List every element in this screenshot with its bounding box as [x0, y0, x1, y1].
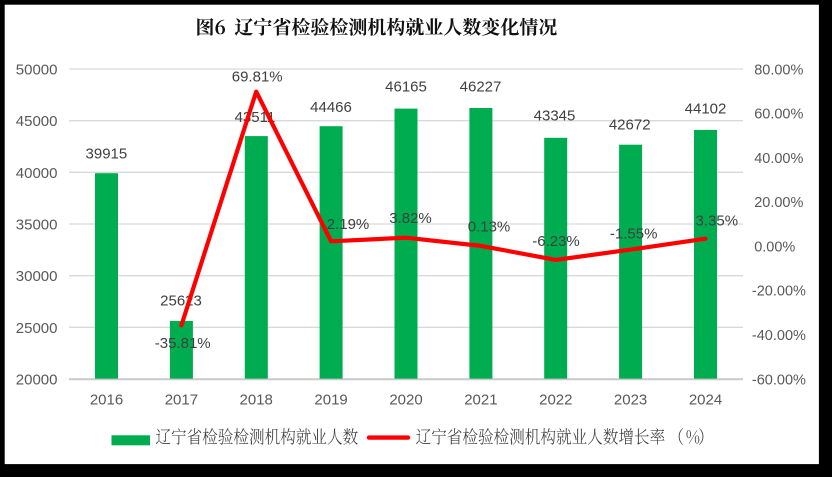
svg-text:25000: 25000 — [16, 320, 58, 337]
svg-text:42672: 42672 — [609, 116, 651, 133]
svg-text:50000: 50000 — [16, 62, 58, 79]
svg-text:39915: 39915 — [86, 146, 128, 163]
svg-text:20.00%: 20.00% — [754, 195, 803, 211]
svg-text:35000: 35000 — [16, 217, 58, 234]
svg-text:44102: 44102 — [685, 101, 727, 118]
svg-text:60.00%: 60.00% — [754, 107, 803, 123]
svg-text:80.00%: 80.00% — [754, 62, 803, 78]
svg-text:40000: 40000 — [16, 165, 58, 182]
svg-text:25623: 25623 — [160, 292, 202, 309]
svg-text:2023: 2023 — [614, 391, 647, 408]
svg-text:46227: 46227 — [460, 79, 502, 96]
svg-text:20000: 20000 — [16, 372, 58, 389]
svg-text:2021: 2021 — [464, 391, 497, 408]
svg-text:2018: 2018 — [240, 391, 273, 408]
svg-text:0.00%: 0.00% — [754, 239, 795, 255]
svg-text:-1.55%: -1.55% — [610, 226, 658, 243]
svg-text:2019: 2019 — [314, 391, 347, 408]
svg-text:2024: 2024 — [689, 391, 722, 408]
svg-text:-6.23%: -6.23% — [532, 233, 580, 250]
svg-text:-60.00%: -60.00% — [752, 372, 806, 388]
svg-text:2017: 2017 — [165, 391, 198, 408]
svg-text:69.81%: 69.81% — [232, 69, 283, 86]
svg-text:43345: 43345 — [534, 107, 576, 124]
svg-text:-40.00%: -40.00% — [752, 328, 806, 344]
svg-text:2022: 2022 — [539, 391, 572, 408]
svg-text:2016: 2016 — [90, 391, 123, 408]
svg-text:-35.81%: -35.81% — [155, 335, 211, 352]
svg-text:46165: 46165 — [385, 79, 427, 96]
svg-text:3.82%: 3.82% — [389, 210, 432, 227]
svg-text:44466: 44466 — [310, 99, 352, 116]
svg-text:2020: 2020 — [389, 391, 422, 408]
svg-text:40.00%: 40.00% — [754, 151, 803, 167]
svg-text:45000: 45000 — [16, 113, 58, 130]
svg-text:0.13%: 0.13% — [468, 219, 511, 236]
svg-text:3.35%: 3.35% — [696, 213, 739, 230]
svg-text:30000: 30000 — [16, 268, 58, 285]
svg-text:-20.00%: -20.00% — [752, 284, 806, 300]
svg-text:2.19%: 2.19% — [327, 216, 370, 233]
